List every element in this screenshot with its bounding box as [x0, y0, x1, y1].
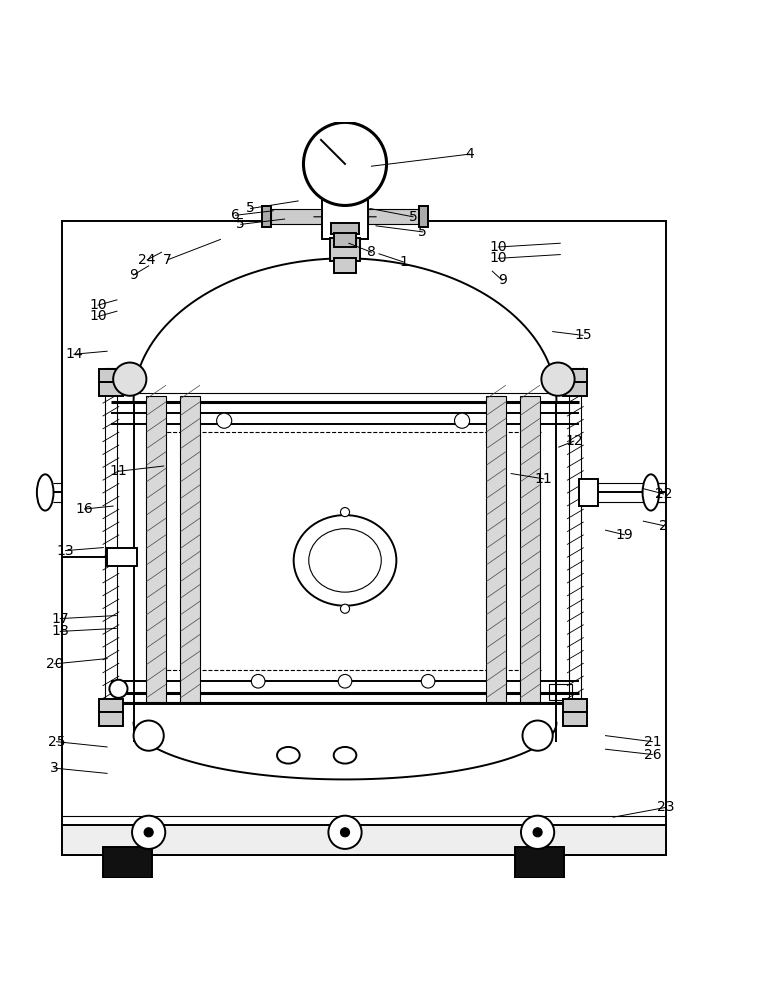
- Circle shape: [340, 508, 349, 517]
- Text: 18: 18: [52, 624, 69, 638]
- Text: 15: 15: [574, 328, 592, 342]
- Bar: [579, 479, 598, 506]
- Text: 23: 23: [657, 800, 675, 814]
- Text: 5: 5: [246, 201, 255, 215]
- Text: 17: 17: [52, 612, 69, 626]
- Circle shape: [109, 680, 127, 698]
- Circle shape: [455, 413, 470, 428]
- Text: 10: 10: [89, 298, 107, 312]
- Bar: [336, 203, 354, 239]
- Ellipse shape: [643, 474, 659, 511]
- Text: 5: 5: [409, 210, 418, 224]
- Ellipse shape: [293, 515, 396, 606]
- Text: 12: 12: [565, 434, 583, 448]
- Bar: [62, 221, 666, 855]
- Bar: [107, 548, 137, 566]
- Circle shape: [144, 828, 153, 837]
- Text: 9: 9: [129, 268, 138, 282]
- Bar: [563, 369, 587, 382]
- Bar: [486, 396, 506, 702]
- Text: 6: 6: [231, 208, 240, 222]
- Bar: [563, 382, 587, 396]
- Bar: [99, 699, 123, 712]
- Text: 21: 21: [644, 735, 661, 749]
- Text: 7: 7: [163, 253, 172, 267]
- Text: 11: 11: [534, 472, 553, 486]
- Circle shape: [522, 721, 553, 751]
- Circle shape: [328, 816, 362, 849]
- Circle shape: [338, 674, 352, 688]
- Text: 1: 1: [399, 255, 409, 269]
- Text: 10: 10: [490, 251, 507, 265]
- Bar: [569, 368, 581, 715]
- Bar: [105, 368, 117, 715]
- Text: 22: 22: [655, 487, 672, 501]
- Text: 11: 11: [110, 464, 127, 478]
- Text: 5: 5: [236, 217, 245, 231]
- Bar: [322, 194, 368, 239]
- Circle shape: [217, 413, 232, 428]
- Bar: [331, 223, 359, 234]
- Circle shape: [340, 604, 349, 613]
- Ellipse shape: [277, 747, 299, 764]
- Ellipse shape: [334, 747, 356, 764]
- Text: 20: 20: [45, 657, 63, 671]
- Bar: [330, 238, 360, 261]
- Text: 19: 19: [615, 528, 634, 542]
- Text: 4: 4: [465, 147, 474, 161]
- Bar: [520, 396, 540, 702]
- Circle shape: [303, 122, 387, 205]
- Bar: [271, 209, 322, 224]
- Bar: [334, 258, 356, 273]
- Bar: [99, 712, 123, 726]
- Circle shape: [132, 816, 165, 849]
- Text: 25: 25: [48, 735, 65, 749]
- Bar: [515, 847, 564, 878]
- Text: 5: 5: [418, 225, 428, 239]
- Bar: [62, 825, 666, 855]
- Circle shape: [113, 363, 146, 396]
- Bar: [99, 382, 123, 396]
- Circle shape: [340, 828, 349, 837]
- Text: 14: 14: [65, 347, 83, 361]
- Circle shape: [421, 674, 435, 688]
- Text: 8: 8: [367, 245, 376, 259]
- Text: 13: 13: [57, 544, 74, 558]
- Text: 16: 16: [76, 502, 93, 516]
- Bar: [180, 396, 200, 702]
- Text: 10: 10: [490, 240, 507, 254]
- Text: 2: 2: [659, 519, 668, 533]
- Circle shape: [133, 721, 164, 751]
- Bar: [334, 233, 356, 247]
- Bar: [146, 396, 166, 702]
- Text: 10: 10: [89, 309, 107, 323]
- Bar: [419, 206, 428, 227]
- Text: 24: 24: [139, 253, 156, 267]
- Bar: [99, 369, 123, 382]
- Text: 3: 3: [50, 761, 58, 775]
- Text: 26: 26: [644, 748, 661, 762]
- Circle shape: [533, 828, 542, 837]
- Bar: [563, 712, 587, 726]
- Bar: [563, 699, 587, 712]
- Circle shape: [541, 363, 575, 396]
- Ellipse shape: [37, 474, 54, 511]
- Ellipse shape: [309, 529, 381, 592]
- Circle shape: [521, 816, 554, 849]
- Bar: [103, 847, 152, 878]
- Bar: [549, 684, 572, 700]
- Text: 9: 9: [498, 273, 506, 287]
- Bar: [262, 206, 271, 227]
- Circle shape: [252, 674, 265, 688]
- Bar: [368, 209, 419, 224]
